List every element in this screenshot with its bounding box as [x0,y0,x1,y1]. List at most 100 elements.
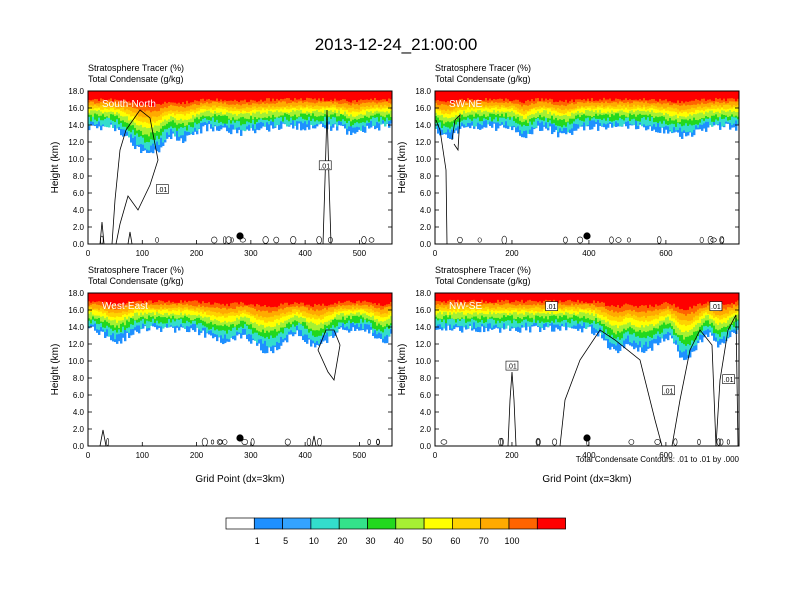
y-tick-label: 12.0 [415,138,431,147]
y-tick-label: 14.0 [415,121,431,130]
x-tick-label: 400 [298,451,312,460]
x-tick-label: 0 [433,451,438,460]
y-tick-label: 8.0 [420,172,432,181]
panel-header-line: Stratosphere Tracer (%) [435,63,531,73]
panel-label: SW-NE [449,99,482,110]
y-tick-label: 10.0 [68,155,84,164]
x-tick-label: 600 [659,249,673,258]
x-axis-label: Grid Point (dx=3km) [542,474,631,485]
location-marker [583,232,591,240]
x-tick-label: 400 [298,249,312,258]
colorbar-label: 50 [422,536,432,546]
y-tick-label: 0.0 [420,442,432,451]
colorbar-swatch [338,517,368,530]
y-tick-label: 4.0 [420,206,432,215]
colorbar-swatch [508,517,538,530]
tracer-field [435,91,739,244]
y-tick-label: 18.0 [68,87,84,96]
colorbar-swatch [310,517,340,530]
x-tick-label: 100 [136,451,150,460]
colorbar-label: 100 [504,536,519,546]
plot-frame [87,292,393,447]
x-tick-label: 600 [659,451,673,460]
y-tick-label: 16.0 [68,306,84,315]
colorbar-label: 5 [283,536,288,546]
contour-label: .01 [507,364,517,371]
colorbar-label: 1 [255,536,260,546]
colorbar-label: 10 [309,536,319,546]
y-tick-label: 4.0 [420,408,432,417]
contour-label: .01 [711,304,721,311]
colorbar-label: 60 [450,536,460,546]
colorbar-swatch [452,517,482,530]
colorbar-label: 20 [337,536,347,546]
tracer-field [88,91,392,244]
y-axis-label: Height (km) [397,344,408,396]
panel-label: NW-SE [449,301,482,312]
contour-label: .01 [724,377,734,384]
panel-nw-se: Stratosphere Tracer (%)Total Condensate … [397,265,740,460]
panel-label: West-East [102,301,148,312]
tracer-field [435,293,739,446]
x-tick-label: 500 [353,451,367,460]
y-tick-label: 10.0 [415,155,431,164]
panel-west-east: Stratosphere Tracer (%)Total Condensate … [50,265,393,460]
plot-frame [87,90,393,245]
y-tick-label: 0.0 [73,442,85,451]
y-tick-label: 18.0 [415,289,431,298]
y-tick-label: 4.0 [73,408,85,417]
y-tick-label: 2.0 [420,223,432,232]
contour-label: .01 [547,304,557,311]
y-tick-label: 6.0 [73,189,85,198]
panel-label: South-North [102,99,156,110]
contour-label: .01 [320,163,330,170]
panel-sw-ne: Stratosphere Tracer (%)Total Condensate … [397,63,740,258]
y-tick-label: 6.0 [420,391,432,400]
contour-label-box [545,301,558,311]
y-axis-label: Height (km) [397,142,408,194]
plot-frame [434,292,740,447]
y-tick-label: 14.0 [415,323,431,332]
y-tick-label: 2.0 [73,223,85,232]
contour-label-box [709,301,723,311]
panel-header-line: Stratosphere Tracer (%) [435,265,531,275]
y-tick-label: 10.0 [415,357,431,366]
x-tick-label: 0 [86,249,91,258]
colorbar-swatch [480,517,510,530]
contour-label-box [722,374,735,385]
y-axis-label: Height (km) [50,142,61,194]
y-tick-label: 10.0 [68,357,84,366]
colorbar-swatch [367,517,397,530]
contour-label-box [662,385,675,396]
location-marker [583,434,591,442]
y-tick-label: 0.0 [73,240,85,249]
y-tick-label: 8.0 [73,172,85,181]
x-tick-label: 100 [136,249,150,258]
colorbar-swatch [225,517,255,530]
panel-south-north: Stratosphere Tracer (%)Total Condensate … [50,63,393,258]
x-tick-label: 200 [190,451,204,460]
y-tick-label: 0.0 [420,240,432,249]
panel-header-line: Total Condensate (g/kg) [435,74,531,84]
contour-label-box [156,184,169,194]
contour-label: .01 [158,187,168,194]
plot-frame [434,90,740,245]
panel-header-line: Total Condensate (g/kg) [435,276,531,286]
panel-header-line: Stratosphere Tracer (%) [88,63,184,73]
figure-title: 2013-12-24_21:00:00 [315,35,478,54]
contour-label: .01 [664,388,674,395]
x-tick-label: 0 [86,451,91,460]
y-tick-label: 12.0 [415,340,431,349]
tracer-field [88,293,392,446]
contour-footnote: Total Condensate Contours: .01 to .01 by… [576,455,740,464]
y-tick-label: 8.0 [73,374,85,383]
x-tick-label: 200 [505,249,519,258]
panel-header-line: Stratosphere Tracer (%) [88,265,184,275]
location-marker [236,434,244,442]
x-axis-label: Grid Point (dx=3km) [195,474,284,485]
colorbar-swatch [536,517,566,530]
x-tick-label: 300 [244,249,258,258]
y-tick-label: 16.0 [415,306,431,315]
colorbar: 1 5 10 20 30 40 50 60 70 100 [225,517,566,546]
